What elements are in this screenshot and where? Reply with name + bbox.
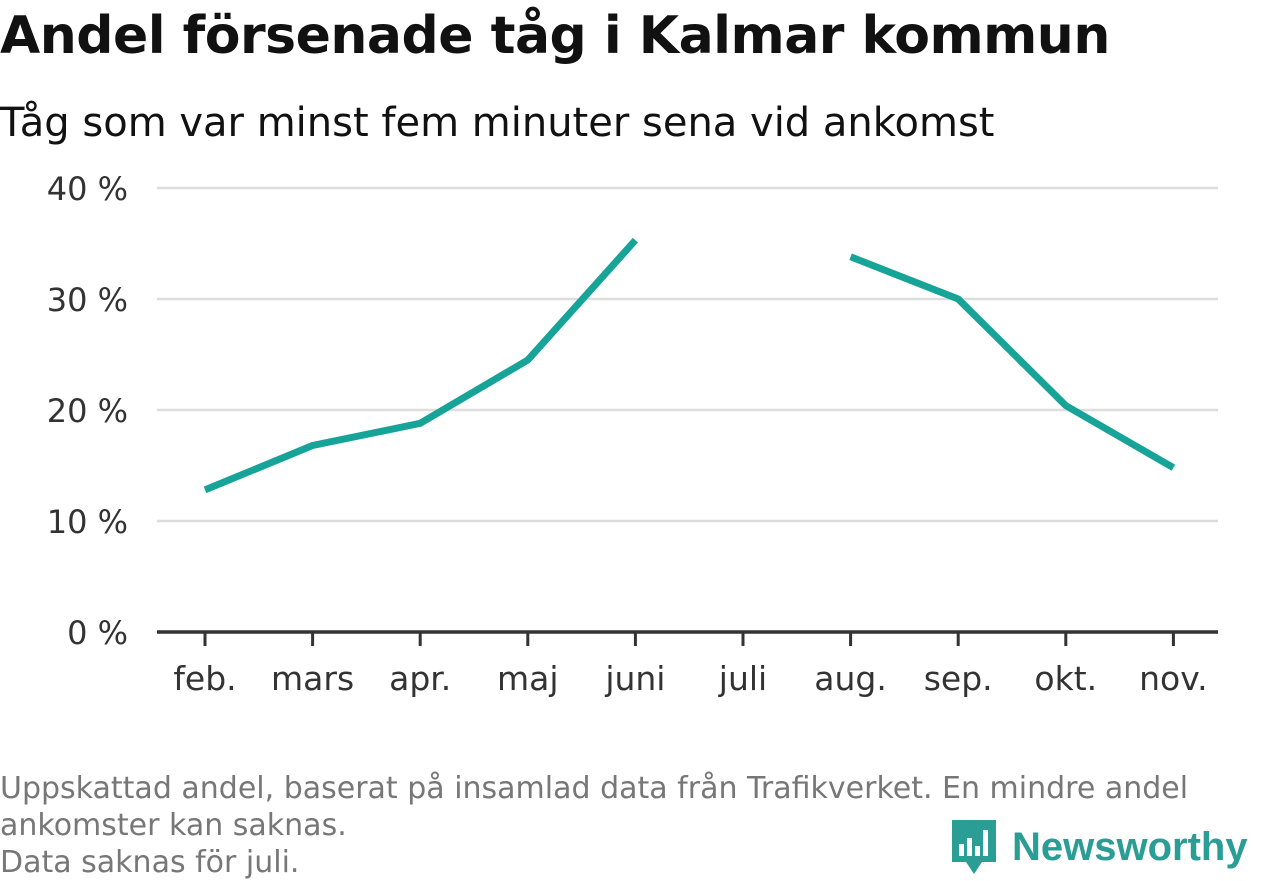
footnote-line-3: Data saknas för juli. — [0, 845, 300, 880]
chart-title: Andel försenade tåg i Kalmar kommun — [0, 6, 1110, 66]
x-tick-label: okt. — [1034, 659, 1097, 698]
y-tick-label: 20 % — [47, 392, 128, 430]
gridlines — [157, 186, 1218, 523]
y-tick-label: 30 % — [47, 281, 128, 319]
x-tick-label: juli — [718, 659, 767, 698]
x-tick-label: maj — [497, 659, 559, 698]
series-lines — [203, 237, 1176, 494]
x-tick-label: juni — [604, 659, 665, 698]
x-axis — [157, 630, 1218, 646]
line-chart: 0 % 10 % 20 % 30 % 40 % feb. mars apr. maj juni j… — [47, 170, 1218, 698]
x-tick-label: apr. — [389, 659, 451, 698]
footnote-line-2: ankomster kan saknas. — [0, 808, 347, 843]
x-tick-label: aug. — [814, 659, 887, 698]
y-tick-label: 10 % — [47, 503, 128, 541]
newsworthy-logo: Newsworthy — [950, 818, 1248, 876]
x-tick-label: mars — [271, 659, 354, 698]
y-tick-labels: 0 % 10 % 20 % 30 % 40 % — [47, 170, 128, 652]
x-tick-label: feb. — [173, 659, 236, 698]
logo-text: Newsworthy — [1012, 824, 1248, 869]
y-tick-label: 40 % — [47, 170, 128, 208]
x-tick-label: nov. — [1139, 659, 1208, 698]
y-tick-label: 0 % — [67, 614, 128, 652]
bar-chart-icon — [952, 820, 996, 874]
series-line-segment — [849, 253, 1176, 471]
footnote-line-1: Uppskattad andel, baserat på insamlad da… — [0, 771, 1189, 806]
x-tick-labels: feb. mars apr. maj juni juli aug. sep. okt. nov. — [173, 659, 1207, 698]
x-tick-label: sep. — [924, 659, 993, 698]
chart-subtitle: Tåg som var minst fem minuter sena vid a… — [0, 100, 995, 146]
series-line-segment — [203, 237, 639, 494]
footnote: Uppskattad andel, baserat på insamlad da… — [0, 770, 1250, 881]
